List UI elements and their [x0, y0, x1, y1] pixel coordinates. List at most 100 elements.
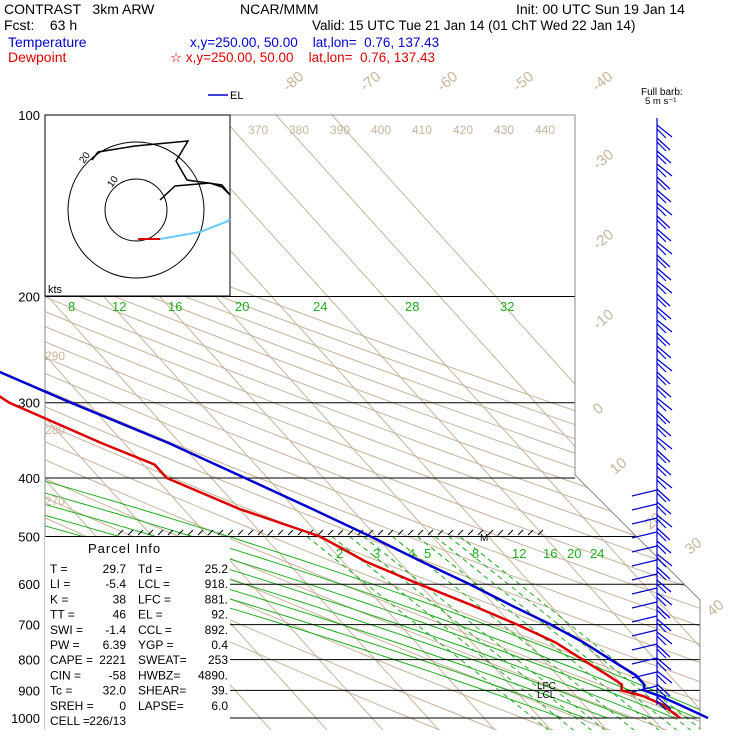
wind-barb: [656, 605, 671, 619]
theta-label: 440: [535, 123, 555, 137]
mixing-ratio-line: [306, 536, 550, 730]
temperature-label: Temperature: [8, 34, 87, 50]
mixing-ratio-line: [363, 536, 607, 730]
parcel-param-name: LFC =: [138, 592, 171, 606]
wind-barb: [656, 228, 672, 242]
mixing-ratio-line: [331, 536, 575, 730]
parcel-param-name: CELL =: [50, 714, 90, 728]
parcel-param-name: SREH =: [50, 699, 94, 713]
wind-barb-tick: [656, 479, 667, 490]
parcel-param-value: 6.0: [211, 699, 228, 713]
wind-barb-tick: [656, 362, 667, 373]
wind-barb: [656, 176, 671, 190]
dry-adiabat-line: [45, 115, 700, 730]
pressure-tick-label: 300: [18, 396, 40, 411]
lfc-label: LFC: [537, 681, 556, 692]
wind-barb: [631, 559, 658, 567]
wind-barb-tick: [656, 388, 667, 399]
wind-barb: [631, 503, 658, 511]
theta-label: 410: [412, 123, 432, 137]
dry-adiabat-line: [45, 115, 700, 730]
parcel-param-name: Tc =: [50, 684, 72, 698]
wind-barb: [631, 657, 658, 665]
temperature-location: x,y=250.00, 50.00 lat,lon= 0.76, 137.43: [190, 35, 440, 50]
wind-barb-tick: [656, 323, 667, 334]
dry-adiabat-line: [45, 115, 669, 730]
isotherm-line: [45, 115, 328, 730]
parcel-info-title: Parcel Info: [88, 541, 161, 556]
dry-adiabat-line: [45, 115, 700, 730]
parcel-info-box: Parcel Info T = 29.7 Td = 25.2 LI = -5.4 LCL =…: [45, 537, 230, 730]
dewpoint-label: Dewpoint: [8, 49, 67, 65]
hatch-mark: [487, 529, 494, 536]
mixing-ratio-label: 8: [472, 546, 479, 561]
hodograph-forecast-trace: [159, 218, 231, 240]
dry-adiabat-line: [45, 115, 700, 730]
wind-barb: [631, 671, 658, 679]
hatch-mark: [147, 529, 154, 536]
organization: NCAR/MMM: [240, 1, 319, 17]
isotherm-label: 30: [682, 534, 706, 558]
dry-adiabat-line: [45, 115, 700, 730]
dry-adiabat-line: [45, 115, 700, 730]
hatch-mark: [247, 529, 254, 536]
pressure-tick-label: 700: [18, 618, 40, 633]
parcel-param-name: SWEAT=: [138, 653, 187, 667]
pressure-tick-label: 800: [18, 653, 40, 668]
parcel-param-name: CAPE =: [50, 653, 93, 667]
wind-barb-tick: [656, 219, 667, 230]
mixing-ratio-label: 20: [567, 546, 581, 561]
wind-barb: [631, 573, 658, 581]
theta-label: 400: [371, 123, 391, 137]
dewpoint-profile: [0, 395, 681, 719]
wind-barb-tick: [656, 206, 667, 217]
dry-adiabat-line: [45, 115, 700, 730]
hatch-mark: [257, 529, 264, 536]
parcel-param-name: CCL =: [138, 623, 172, 637]
wind-barb-tick: [656, 180, 667, 191]
mixing-ratio-label: 24: [313, 299, 327, 314]
wind-barb-tick: [656, 401, 667, 412]
parcel-param-value: 892.: [205, 623, 228, 637]
wind-barb: [656, 241, 673, 255]
dry-adiabat-line: [45, 115, 700, 730]
mixing-ratio-label: 16: [168, 299, 182, 314]
wind-barb: [656, 449, 671, 463]
wind-barb: [656, 150, 672, 164]
theta-label: 290: [45, 349, 65, 363]
isotherm-label: -60: [434, 68, 462, 95]
wind-barb-tick: [656, 349, 667, 360]
wind-barb-tick: [656, 414, 667, 425]
hatch-mark: [467, 529, 474, 536]
wind-barb: [656, 189, 672, 203]
wind-barb: [656, 410, 671, 424]
wind-barb: [656, 462, 672, 476]
theta-label: 430: [494, 123, 514, 137]
wind-barb-tick: [656, 154, 667, 165]
parcel-param-value: 39.: [211, 684, 228, 698]
wind-barb: [631, 531, 658, 539]
parcel-param-name: LCL =: [138, 577, 170, 591]
wind-barb: [656, 566, 671, 580]
parcel-param-name: K =: [50, 592, 68, 606]
dry-adiabat-line: [45, 115, 700, 730]
hatch-mark: [267, 529, 274, 536]
isotherm-label: 0: [590, 400, 607, 418]
wind-barb-tick: [656, 232, 667, 243]
wind-barb-tick: [656, 310, 667, 321]
wind-barb: [656, 644, 671, 658]
hatch-mark: [277, 529, 284, 536]
wind-barb: [656, 579, 672, 593]
wind-barb: [656, 540, 672, 554]
wind-barb-tick: [656, 375, 667, 386]
wind-barb-tick: [656, 557, 667, 568]
hatch-mark: [227, 529, 234, 536]
wind-barb: [656, 293, 671, 307]
hatch-mark: [367, 529, 374, 536]
mixing-ratio-label: 32: [500, 299, 514, 314]
wind-barb-tick: [656, 609, 667, 620]
wind-barb: [656, 202, 673, 216]
wind-barb: [656, 358, 673, 372]
parcel-param-value: -5.4: [105, 577, 126, 591]
parcel-param-value: 4890.: [198, 668, 228, 682]
